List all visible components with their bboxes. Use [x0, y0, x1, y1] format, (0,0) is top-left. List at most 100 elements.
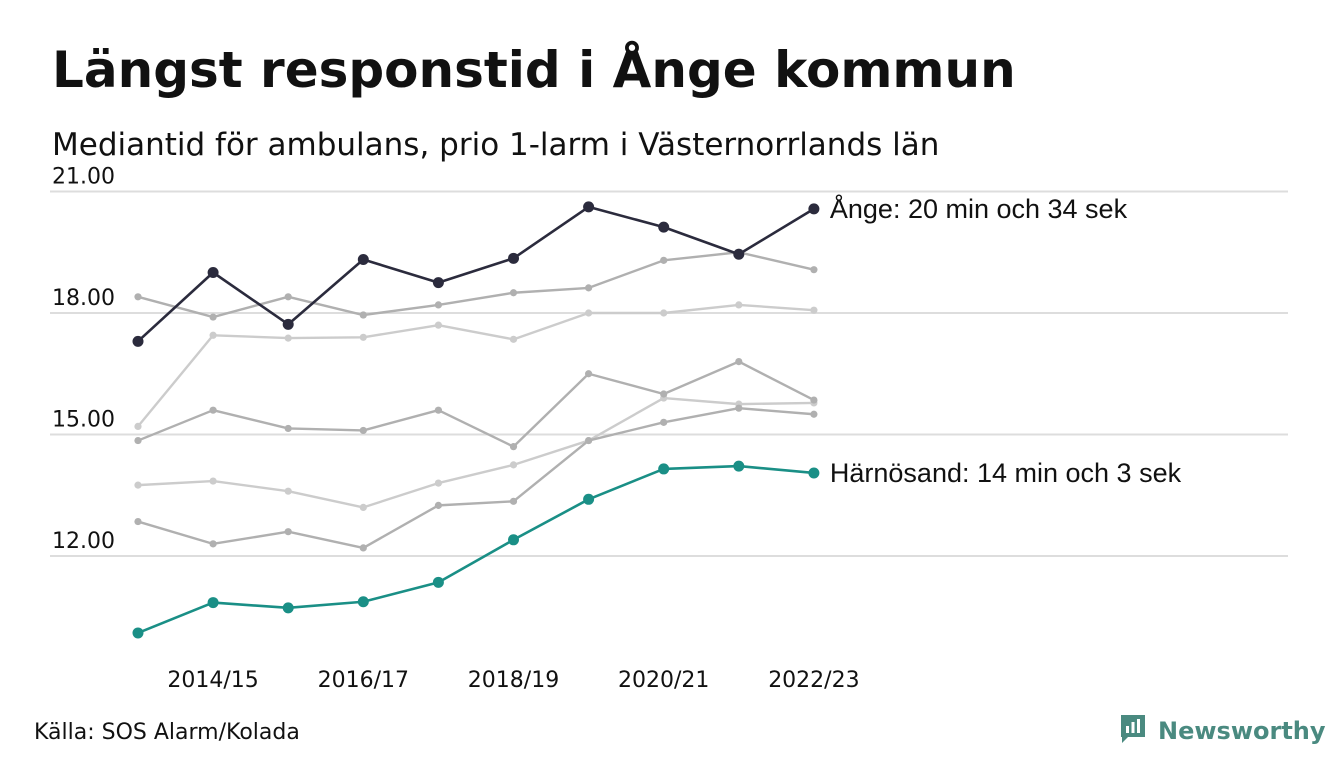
- data-point: [658, 221, 670, 233]
- data-point: [585, 436, 593, 445]
- grid-lines: [50, 190, 1288, 557]
- data-point: [134, 436, 142, 445]
- data-point: [359, 544, 367, 552]
- data-point: [284, 487, 292, 495]
- data-point: [660, 418, 668, 426]
- data-point: [658, 463, 670, 475]
- data-point: [434, 321, 442, 329]
- data-point: [810, 410, 818, 418]
- end-label: Härnösand: 14 min och 3 sek: [830, 458, 1182, 488]
- data-point: [434, 479, 442, 487]
- data-point: [132, 627, 144, 639]
- data-point: [359, 311, 367, 319]
- data-point: [810, 266, 818, 274]
- x-tick-label: 2014/15: [167, 668, 258, 693]
- data-point: [733, 248, 745, 260]
- data-point: [810, 396, 818, 404]
- series-line: [137, 251, 815, 319]
- series-line: [137, 205, 815, 343]
- y-tick-label: 12.00: [52, 529, 115, 554]
- data-point: [282, 602, 294, 614]
- newsworthy-logo-icon: [1118, 712, 1148, 750]
- y-tick-label: 21.00: [52, 165, 115, 190]
- data-point: [810, 306, 818, 314]
- data-point: [134, 293, 142, 301]
- data-point: [134, 517, 142, 526]
- data-point: [660, 256, 668, 264]
- y-tick-label: 15.00: [52, 408, 115, 433]
- series-background: [134, 394, 818, 511]
- x-tick-label: 2020/21: [618, 668, 709, 693]
- data-point: [282, 318, 294, 330]
- end-labels: Ånge: 20 min och 34 sek Härnösand: 14 min…: [830, 193, 1182, 488]
- series-background: [134, 301, 818, 430]
- data-point: [509, 497, 518, 505]
- brand-name: Newsworthy: [1158, 717, 1326, 745]
- end-label: Ånge: 20 min och 34 sek: [830, 193, 1128, 224]
- source-note: Källa: SOS Alarm/Kolada: [34, 720, 300, 745]
- data-point: [209, 331, 217, 339]
- data-point: [585, 284, 593, 292]
- series-harnosand: [132, 460, 820, 639]
- data-point: [357, 596, 369, 608]
- data-point: [434, 406, 442, 414]
- data-point: [209, 477, 217, 485]
- data-point: [583, 201, 595, 213]
- x-axis-tick-labels: 2014/15 2016/17 2018/19 2020/21 2022/23: [167, 668, 859, 693]
- series-line: [137, 406, 814, 550]
- chart-subtitle: Mediantid för ambulans, prio 1-larm i Vä…: [52, 127, 940, 163]
- data-point: [284, 424, 292, 433]
- data-point: [509, 289, 518, 297]
- data-point: [735, 301, 743, 309]
- x-tick-label: 2022/23: [768, 668, 859, 693]
- series-background: [134, 248, 818, 321]
- x-tick-label: 2018/19: [468, 668, 559, 693]
- series-line: [137, 464, 815, 635]
- data-point: [808, 467, 820, 479]
- data-point: [583, 493, 595, 505]
- data-point: [432, 576, 444, 588]
- data-point: [209, 540, 217, 548]
- data-point: [209, 313, 217, 321]
- series-background: [134, 358, 818, 451]
- chart-title: Längst responstid i Ånge kommun: [52, 41, 1016, 99]
- data-point: [660, 309, 668, 317]
- data-point: [207, 597, 219, 609]
- data-point: [585, 309, 593, 317]
- data-point: [808, 203, 820, 215]
- data-point: [207, 267, 219, 278]
- series-lines: [132, 201, 820, 639]
- data-point: [508, 534, 519, 546]
- data-point: [357, 254, 369, 266]
- newsworthy-logo[interactable]: Newsworthy: [1118, 712, 1326, 750]
- data-point: [509, 335, 518, 343]
- series-line: [137, 396, 814, 509]
- data-point: [434, 301, 442, 309]
- data-point: [733, 460, 745, 472]
- data-point: [359, 333, 367, 341]
- data-point: [434, 501, 442, 509]
- y-tick-label: 18.00: [52, 286, 115, 311]
- data-point: [134, 481, 142, 489]
- data-point: [209, 406, 217, 414]
- data-point: [284, 293, 292, 301]
- line-chart: 12.00 15.00 18.00 21.00 2014/15 2016/17 2018/…: [50, 165, 1288, 693]
- data-point: [134, 422, 142, 430]
- data-point: [132, 335, 144, 347]
- data-point: [509, 461, 518, 469]
- series-ange: [132, 201, 820, 347]
- x-tick-label: 2016/17: [318, 668, 409, 693]
- data-point: [284, 334, 292, 342]
- data-point: [660, 390, 668, 398]
- series-line: [137, 360, 815, 448]
- series-line: [137, 303, 814, 428]
- series-background: [134, 404, 818, 552]
- data-point: [585, 370, 593, 378]
- data-point: [735, 358, 743, 366]
- data-point: [432, 277, 444, 289]
- data-point: [735, 404, 743, 412]
- data-point: [509, 443, 518, 451]
- y-axis-tick-labels: 12.00 15.00 18.00 21.00: [52, 165, 115, 555]
- data-point: [359, 426, 367, 435]
- data-point: [359, 503, 367, 511]
